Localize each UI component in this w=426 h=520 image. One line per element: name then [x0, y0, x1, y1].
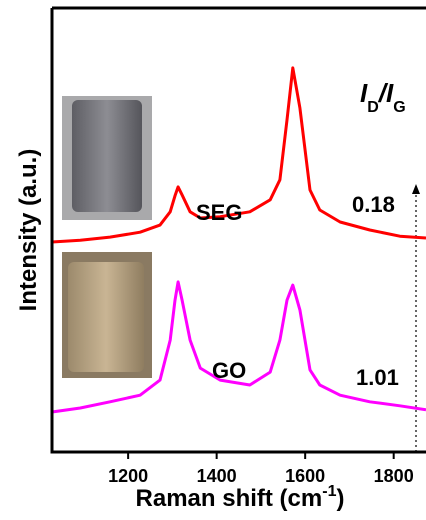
- ratio-value: 1.01: [356, 365, 399, 390]
- vial-go: [68, 262, 144, 372]
- chart: Raman shift (cm-1) Intensity (a.u.) ID/I…: [0, 0, 426, 520]
- series-label: SEG: [196, 200, 242, 225]
- x-tick-label: 1800: [374, 466, 414, 486]
- vial-seg: [72, 100, 142, 212]
- ratio-sub: G: [393, 99, 405, 116]
- series-label: GO: [212, 358, 246, 383]
- y-axis-label: Intensity (a.u.): [15, 149, 42, 312]
- ratio-sub: D: [367, 99, 379, 116]
- page: {"chart_data": { "type": "line", "xlabel…: [0, 0, 426, 520]
- x-tick-label: 1200: [108, 466, 148, 486]
- ratio-value: 0.18: [352, 192, 395, 217]
- x-tick-label: 1600: [285, 466, 325, 486]
- x-axis-label: Raman shift (cm-1): [136, 483, 345, 512]
- ratio-header: ID/IG: [360, 78, 406, 116]
- ratio-arrow: [412, 184, 420, 194]
- x-label-text: Raman shift (cm: [136, 485, 323, 512]
- x-label-end: ): [336, 485, 344, 512]
- x-tick-label: 1400: [197, 466, 237, 486]
